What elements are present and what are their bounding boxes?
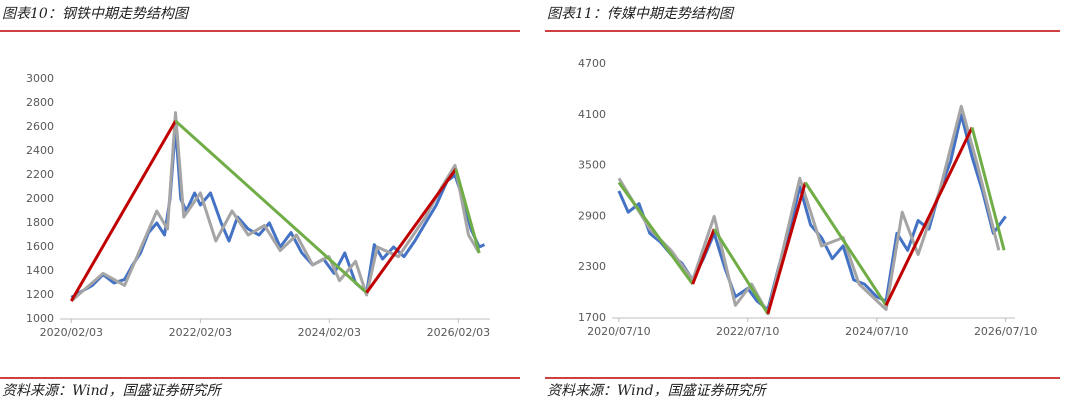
- y-tick-label: 2200: [26, 168, 54, 181]
- x-tick-label: 2026/07/10: [974, 325, 1037, 338]
- y-tick-label: 1000: [26, 312, 54, 325]
- y-tick-label: 2600: [26, 120, 54, 133]
- y-tick-label: 3500: [578, 159, 606, 172]
- y-tick-label: 3000: [26, 72, 54, 85]
- series-line: [804, 181, 888, 307]
- y-tick-label: 2000: [26, 192, 54, 205]
- x-tick-label: 2026/02/03: [427, 326, 490, 339]
- series-line: [174, 119, 368, 294]
- series-line: [70, 120, 177, 302]
- series-line: [365, 168, 458, 294]
- chart-title: 图表11：传媒中期走势结构图: [547, 6, 735, 22]
- chart-title: 图表10：钢铁中期走势结构图: [2, 6, 190, 22]
- series-line: [617, 113, 1007, 311]
- y-tick-label: 1700: [578, 311, 606, 324]
- y-tick-label: 1800: [26, 216, 54, 229]
- y-tick-label: 1400: [26, 264, 54, 277]
- y-tick-label: 2900: [578, 209, 606, 222]
- series-line: [766, 182, 807, 315]
- series-line: [454, 168, 481, 254]
- source-note: 资料来源：Wind，国盛证券研究所: [2, 383, 223, 399]
- y-tick-label: 1200: [26, 288, 54, 301]
- y-tick-label: 4100: [578, 108, 606, 121]
- series-line: [617, 181, 694, 285]
- x-tick-label: 2022/07/10: [716, 325, 779, 338]
- x-tick-label: 2020/07/10: [587, 325, 650, 338]
- y-tick-label: 4700: [578, 57, 606, 70]
- y-tick-label: 2800: [26, 96, 54, 109]
- x-tick-label: 2024/02/03: [298, 326, 361, 339]
- y-tick-label: 1600: [26, 240, 54, 253]
- series-line: [884, 126, 974, 306]
- series-line: [712, 228, 770, 315]
- x-tick-label: 2024/07/10: [845, 325, 908, 338]
- y-tick-label: 2300: [578, 260, 606, 273]
- series-line: [617, 104, 1001, 316]
- series-line: [691, 228, 716, 285]
- y-tick-label: 2400: [26, 144, 54, 157]
- x-tick-label: 2022/02/03: [169, 326, 232, 339]
- x-tick-label: 2020/02/03: [40, 326, 103, 339]
- series-line: [970, 127, 1006, 251]
- series-line: [70, 111, 481, 303]
- source-note: 资料来源：Wind，国盛证券研究所: [547, 383, 768, 399]
